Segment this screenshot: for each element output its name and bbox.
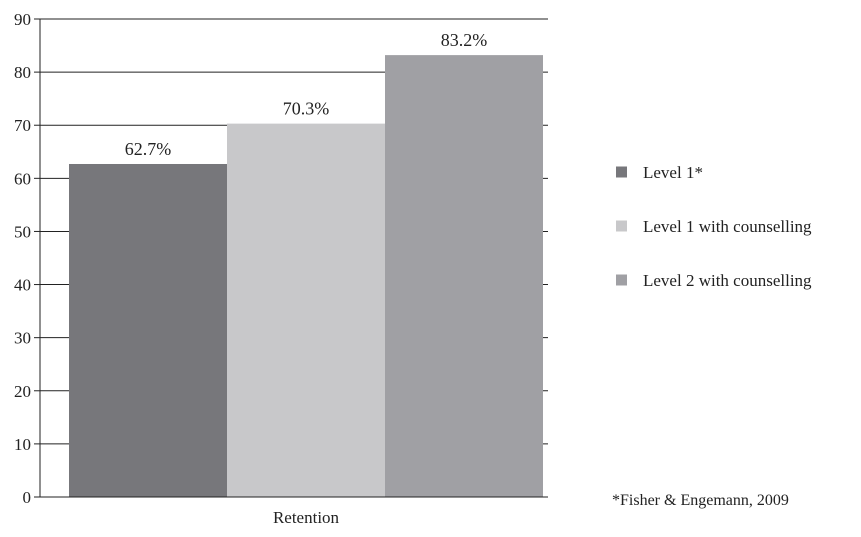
y-tick-label: 50 (14, 222, 31, 241)
data-labels: 62.7% 70.3% 83.2% (125, 30, 488, 159)
bar (69, 163, 227, 497)
y-tick-label: 70 (14, 116, 31, 135)
legend-label: Level 2 with counselling (643, 271, 812, 290)
axes: 0 10 20 30 40 50 60 70 80 90 Retention (14, 10, 548, 527)
legend-label: Level 1 with counselling (643, 217, 812, 236)
y-tick-label: 20 (14, 382, 31, 401)
data-label: 83.2% (441, 30, 488, 50)
y-tick-label: 0 (23, 488, 32, 507)
y-tick-label: 90 (14, 10, 31, 29)
x-category-label: Retention (273, 508, 340, 527)
data-label: 70.3% (283, 99, 330, 119)
bar (227, 123, 385, 497)
data-label: 62.7% (125, 139, 172, 159)
y-tick-label: 80 (14, 63, 31, 82)
source-note: *Fisher & Engemann, 2009 (612, 492, 789, 509)
bars (69, 55, 543, 498)
bar (385, 55, 543, 498)
y-tick-label: 40 (14, 276, 31, 295)
legend-swatch (616, 166, 627, 178)
legend: Level 1* Level 1 with counselling Level 2 … (616, 163, 812, 290)
y-tick-label: 60 (14, 169, 31, 188)
legend-swatch (616, 220, 627, 232)
legend-swatch (616, 274, 627, 286)
legend-label: Level 1* (643, 163, 703, 182)
y-tick-label: 10 (14, 435, 31, 454)
y-tick-label: 30 (14, 329, 31, 348)
